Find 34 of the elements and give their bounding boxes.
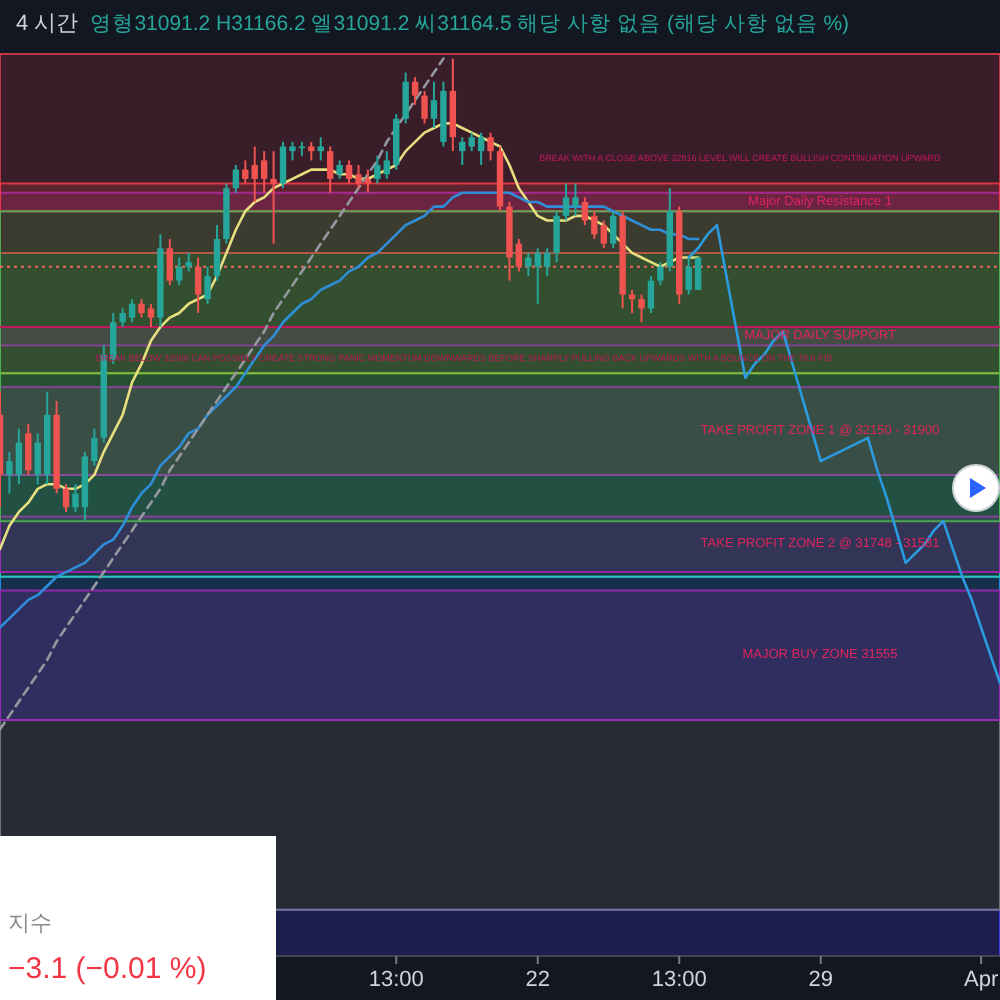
candlestick — [553, 210, 560, 264]
candlestick — [25, 423, 32, 476]
x-tick-label: 13:00 — [651, 968, 707, 992]
candlestick — [194, 256, 202, 315]
candlestick — [638, 293, 645, 324]
candlestick — [449, 57, 457, 153]
candlestick — [421, 90, 428, 125]
candlestick — [487, 131, 494, 162]
chart-subtitle: 영형31091.2 H31166.2 엘31091.2 씨31164.5 해당 사항 없음 (해당 사항 없음 %) — [90, 10, 850, 38]
candlestick — [647, 275, 655, 315]
candlestick — [402, 71, 409, 125]
candlestick — [543, 247, 551, 278]
candlestick — [176, 256, 183, 287]
candlestick — [204, 265, 211, 305]
candlestick — [308, 140, 315, 162]
x-tick-label: 22 — [525, 968, 550, 992]
candlestick — [185, 251, 192, 273]
candlestick — [326, 145, 334, 194]
candlestick — [657, 261, 664, 287]
candlestick — [242, 159, 249, 185]
candlestick — [260, 150, 268, 194]
x-tick-label: Apr — [964, 968, 999, 992]
chart-title: 4 시간 — [16, 10, 79, 38]
x-tick-label: 29 — [808, 968, 833, 992]
candlestick — [232, 164, 240, 194]
candlestick — [270, 150, 277, 245]
x-tick-label: 13:00 — [368, 968, 424, 992]
candlestick — [610, 210, 617, 250]
candlestick — [411, 76, 419, 106]
candlestick — [62, 483, 70, 513]
popup-card: 지수 −3.1 (−0.01 %) — [0, 836, 276, 1000]
candlestick — [213, 224, 221, 282]
candlestick — [166, 238, 174, 287]
candlestick — [336, 159, 343, 180]
